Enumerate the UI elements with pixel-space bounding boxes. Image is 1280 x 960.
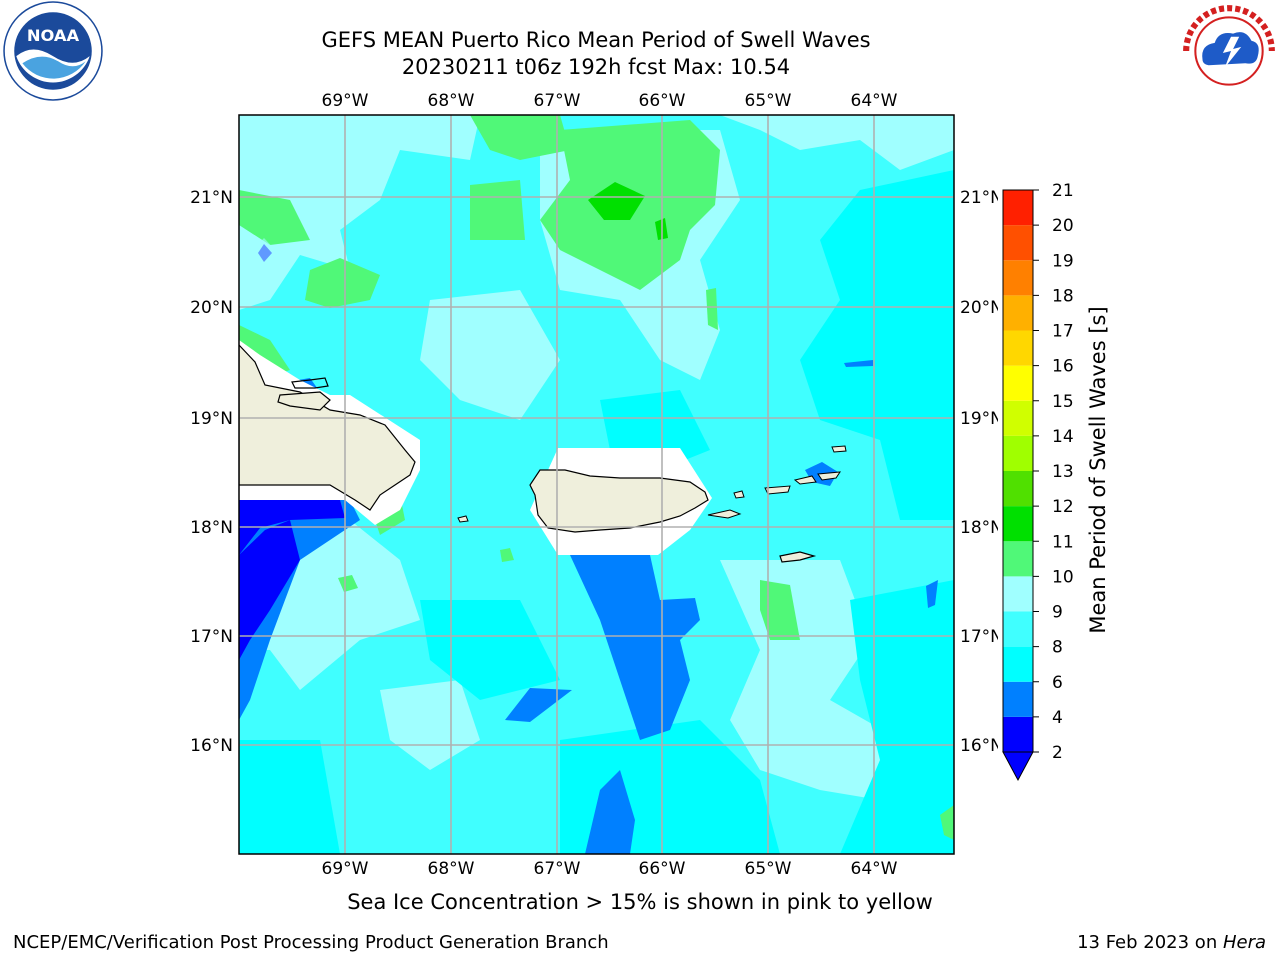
sea-ice-note: Sea Ice Concentration > 15% is shown in … — [347, 890, 933, 914]
colorbar-tick-label: 4 — [1052, 708, 1063, 728]
credit-date-text: 13 Feb 2023 on — [1077, 932, 1223, 953]
lat-label-left: 17°N — [190, 627, 233, 647]
lon-label-top: 68°W — [428, 91, 475, 111]
colorbar-bin — [1003, 576, 1033, 612]
colorbar-tick-label: 6 — [1052, 673, 1063, 693]
lat-label-right: 21°N — [960, 188, 1003, 208]
chart-title: GEFS MEAN Puerto Rico Mean Period of Swe… — [321, 28, 871, 52]
credit-machine: Hera — [1222, 932, 1266, 953]
colorbar-tick-label: 11 — [1052, 532, 1074, 552]
lon-label-bottom: 68°W — [428, 859, 475, 879]
colorbar-bin — [1003, 260, 1033, 296]
colorbar-tick-label: 13 — [1052, 462, 1074, 482]
colorbar-title: Mean Period of Swell Waves [s] — [1086, 306, 1110, 634]
lat-label-right: 18°N — [960, 518, 1003, 538]
lat-label-left: 16°N — [190, 736, 233, 756]
credit-date: 13 Feb 2023 on Hera — [1077, 932, 1266, 953]
colorbar-tick-label: 15 — [1052, 392, 1074, 412]
graticule — [239, 115, 954, 854]
lon-label-top: 64°W — [851, 91, 898, 111]
map-frame — [238, 114, 955, 855]
noaa-logo-text: NOAA — [27, 26, 80, 45]
chart-subtitle: 20230211 t06z 192h fcst Max: 10.54 — [401, 55, 791, 79]
colorbar-bin — [1003, 611, 1033, 647]
colorbar-tick-label: 17 — [1052, 322, 1074, 342]
lon-label-bottom: 64°W — [851, 859, 898, 879]
lat-label-left: 21°N — [190, 188, 233, 208]
colorbar-bin — [1003, 365, 1033, 401]
lat-label-right: 19°N — [960, 409, 1003, 429]
colorbar-tick-label: 19 — [1052, 251, 1074, 271]
colorbar-tick-label: 2 — [1052, 743, 1063, 763]
colorbar-bin — [1003, 681, 1033, 717]
colorbar-bin — [1003, 435, 1033, 471]
credit-organization: NCEP/EMC/Verification Post Processing Pr… — [13, 932, 609, 953]
colorbar-bin — [1003, 716, 1033, 752]
lat-label-left: 19°N — [190, 409, 233, 429]
lat-label-left: 20°N — [190, 298, 233, 318]
nws-logo-icon — [1181, 3, 1277, 99]
lon-label-top: 69°W — [322, 91, 369, 111]
colorbar-tick-label: 20 — [1052, 216, 1074, 236]
colorbar-bin — [1003, 471, 1033, 507]
colorbar-tick-label: 18 — [1052, 286, 1074, 306]
swell-period-field — [239, 115, 954, 854]
colorbar-ticks: 2 4 6 8 9 10 11 12 13 14 15 16 17 18 19 20 21 — [1033, 181, 1074, 763]
lon-label-bottom: 65°W — [745, 859, 792, 879]
noaa-logo-icon: NOAA — [3, 1, 103, 101]
colorbar-bin — [1003, 225, 1033, 261]
colorbar-tick-label: 9 — [1052, 603, 1063, 623]
lon-label-top: 65°W — [745, 91, 792, 111]
colorbar-tick-label: 12 — [1052, 497, 1074, 517]
colorbar-tick-label: 16 — [1052, 357, 1074, 377]
lat-label-right: 16°N — [960, 736, 1003, 756]
lon-label-bottom: 67°W — [534, 859, 581, 879]
lon-label-bottom: 69°W — [322, 859, 369, 879]
lat-label-right: 20°N — [960, 298, 1003, 318]
lon-label-top: 67°W — [534, 91, 581, 111]
colorbar-bin — [1003, 190, 1033, 226]
colorbar-bin — [1003, 646, 1033, 682]
colorbar-bin — [1003, 330, 1033, 366]
colorbar-bin — [1003, 400, 1033, 436]
colorbar-bin — [1003, 295, 1033, 331]
lon-label-bottom: 66°W — [639, 859, 686, 879]
colorbar-tick-label: 10 — [1052, 567, 1074, 587]
colorbar-tick-label: 21 — [1052, 181, 1074, 201]
lon-label-top: 66°W — [639, 91, 686, 111]
colorbar-bin — [1003, 506, 1033, 542]
colorbar-bin — [1003, 541, 1033, 577]
lat-label-left: 18°N — [190, 518, 233, 538]
colorbar — [1002, 189, 1034, 782]
colorbar-tick-label: 8 — [1052, 638, 1063, 658]
lat-label-right: 17°N — [960, 627, 1003, 647]
colorbar-tick-label: 14 — [1052, 427, 1074, 447]
